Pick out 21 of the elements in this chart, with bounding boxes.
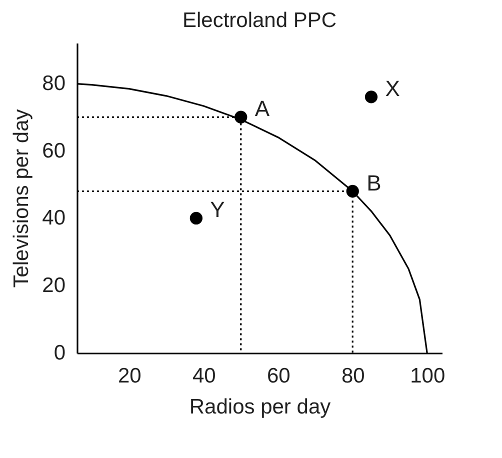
- annotation: X: [385, 76, 400, 101]
- y-tick-label: 60: [42, 139, 66, 162]
- y-tick-label: 20: [42, 274, 66, 298]
- x-axis-title: Radios per day: [189, 396, 332, 418]
- point: [346, 184, 359, 198]
- annotation: B: [366, 170, 382, 196]
- y-tick-label: 80: [42, 72, 66, 95]
- y-axis-title: Televisions per day: [10, 108, 34, 288]
- y-tick-label: 0: [54, 342, 66, 364]
- x-tick-label: 100: [410, 364, 446, 388]
- x-tick-label: 60: [266, 364, 290, 388]
- annotation: Y: [210, 197, 226, 222]
- point: [234, 110, 248, 124]
- y-tick-label: 40: [42, 206, 66, 230]
- x-tick-label: 40: [192, 364, 216, 388]
- x-tick-label: 80: [341, 364, 365, 388]
- chart-title: Electroland PPC: [182, 9, 337, 32]
- x-tick-label: 20: [118, 364, 142, 388]
- point: [364, 90, 378, 104]
- annotation: A: [254, 96, 270, 122]
- point: [190, 212, 203, 225]
